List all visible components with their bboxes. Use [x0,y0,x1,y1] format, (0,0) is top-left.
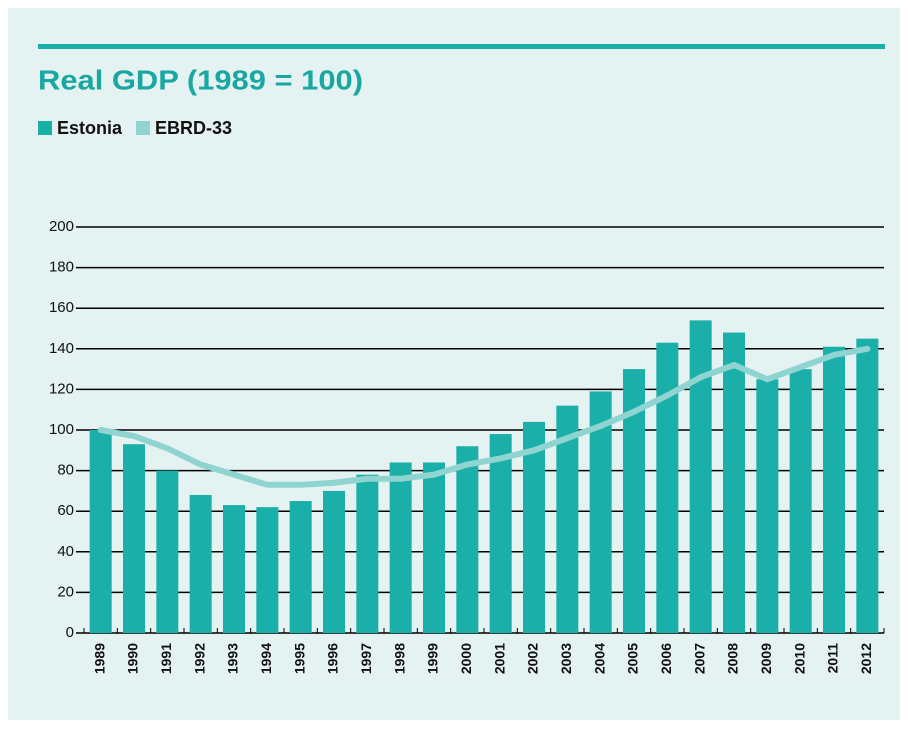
x-tick-label: 2012 [858,643,874,674]
legend-label: EBRD-33 [155,118,232,138]
bar [189,494,212,633]
y-tick-label: 80 [57,462,74,479]
x-tick-label: 1994 [258,643,274,674]
x-tick-label: 2008 [725,643,741,674]
bar [156,470,179,633]
legend-swatch [38,121,52,135]
line [97,345,871,488]
x-tick-label: 2007 [691,643,707,674]
bar [789,369,812,633]
x-tick-label: 2011 [825,643,841,674]
bar [856,338,879,633]
bar [223,505,245,633]
x-tick-label: 1990 [125,643,141,674]
bar [756,379,779,633]
bar [323,490,345,633]
x-tick-label: 2010 [791,643,807,674]
legend-label: Estonia [57,118,123,138]
bar [556,405,579,633]
y-tick-label: 100 [49,421,74,438]
x-tick-label: 1995 [291,643,307,674]
y-tick-label: 60 [57,502,74,519]
bar [123,444,145,633]
x-tick-label: 2002 [525,643,541,674]
y-tick-label: 140 [49,340,74,357]
x-tick-label: 1991 [158,643,174,674]
bar [689,320,712,633]
bar [623,369,645,633]
bar [289,501,312,633]
x-tick-label: 2005 [625,643,641,674]
bar [656,342,679,633]
y-tick-label: 160 [49,299,74,316]
y-tick-label: 0 [66,624,74,641]
x-tick-label: 1998 [391,643,407,674]
x-tick-label: 1996 [325,643,341,674]
x-tick-label: 2001 [491,643,507,674]
x-tick-label: 2000 [458,643,474,674]
bar [389,462,412,633]
bar [356,474,379,633]
y-tick-label: 40 [57,543,74,560]
chart-title: Real GDP (1989 = 100) [38,64,363,95]
x-tick-label: 1992 [191,643,207,674]
x-tick-label: 1997 [358,643,374,674]
y-tick-label: 120 [49,380,74,397]
bar [489,434,512,633]
bar [823,346,845,633]
legend-swatch [136,121,151,135]
x-tick-label: 2006 [658,643,674,674]
bar [456,446,479,633]
bar [89,430,112,633]
x-tick-label: 2003 [558,643,574,674]
bar [523,421,545,633]
y-tick-label: 20 [57,583,74,600]
bar [256,507,279,633]
legend: Estonia EBRD-33 [38,118,232,138]
x-tick-label: 2004 [591,643,607,674]
x-tick-label: 1993 [225,643,241,674]
bar [589,391,612,633]
x-tick-label: 2009 [758,643,774,674]
bar [423,462,445,633]
y-tick-label: 180 [49,259,74,276]
top-rule [38,44,885,49]
x-tick-label: 1999 [425,643,441,674]
x-tick-label: 1989 [91,643,107,674]
bar [723,332,745,633]
y-tick-label: 200 [49,218,74,235]
